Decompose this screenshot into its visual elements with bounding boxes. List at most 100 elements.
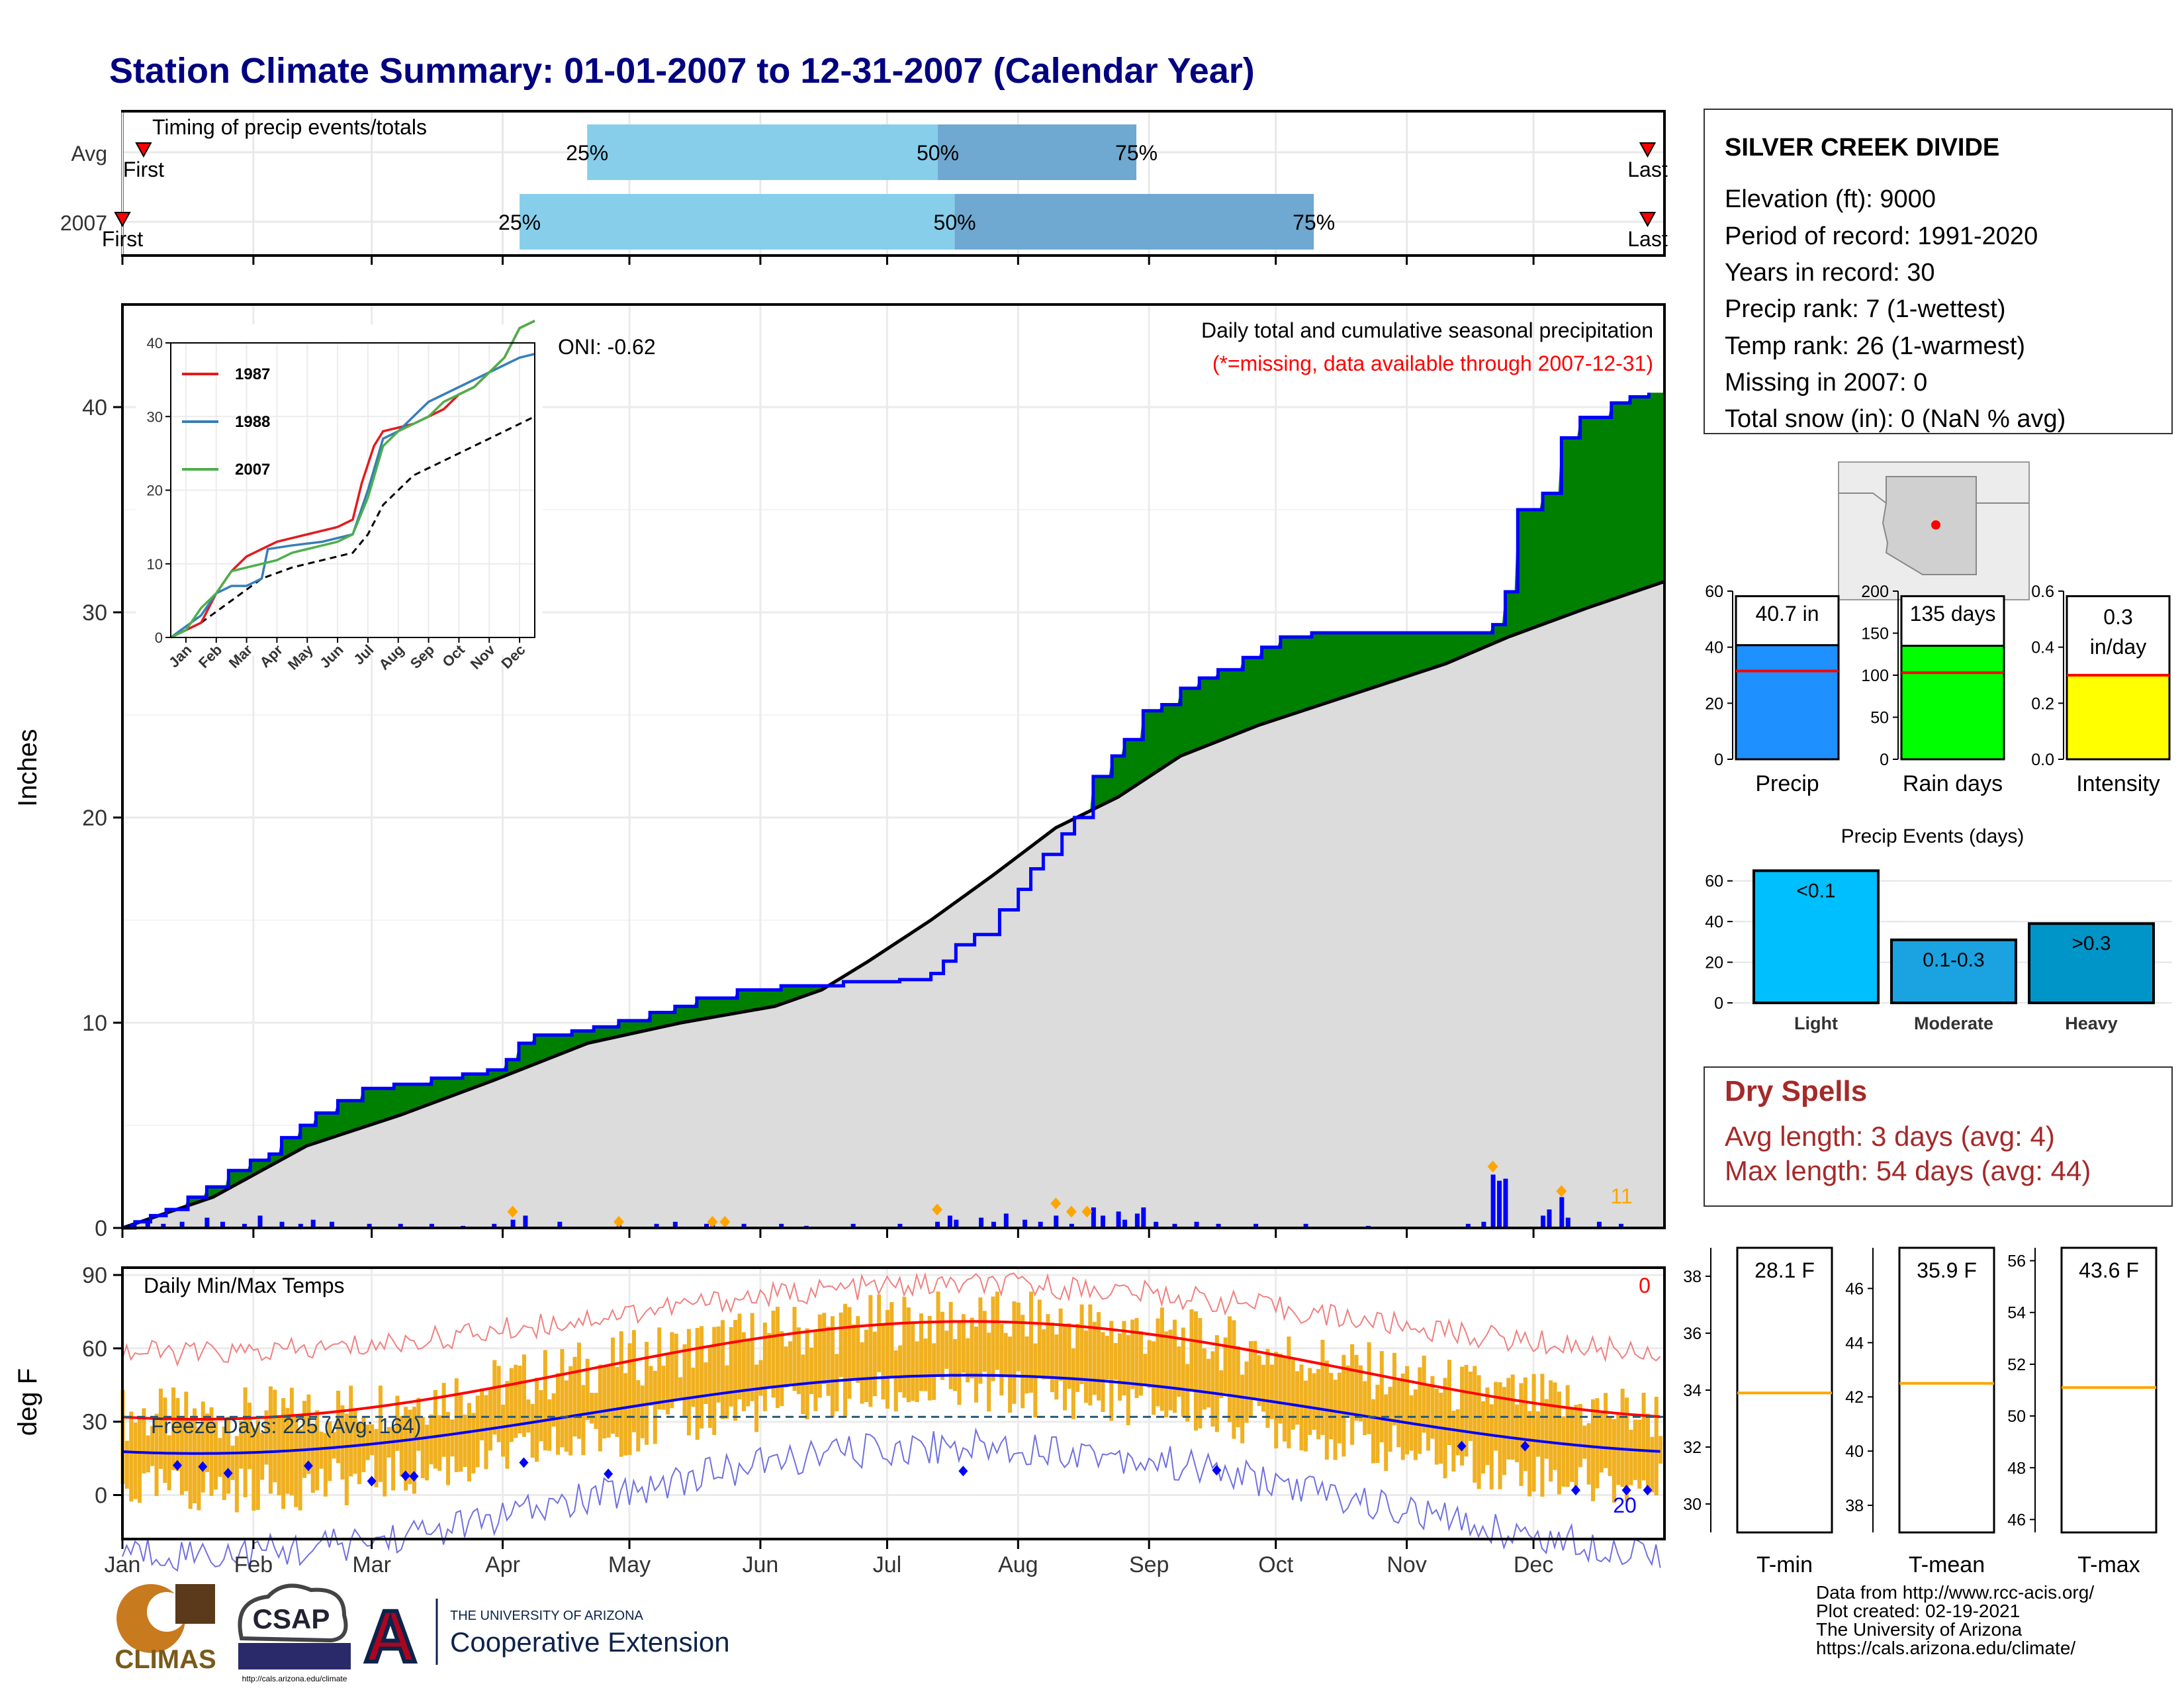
temp-box-tick-label: 38 <box>1845 1497 1864 1515</box>
temperature-count-top: 0 <box>1639 1274 1651 1297</box>
ua-logo-small-text: THE UNIVERSITY OF ARIZONA <box>450 1609 644 1623</box>
state-outline <box>1882 476 1977 575</box>
daily-temp-range-bar <box>1198 1317 1203 1429</box>
daily-temp-range-bar <box>420 1417 425 1479</box>
daily-temp-range-bar <box>1164 1331 1169 1418</box>
dry-spells-title: Dry Spells <box>1725 1075 1867 1107</box>
daily-temp-range-bar <box>1113 1342 1118 1380</box>
daily-temp-range-bar <box>1168 1329 1173 1411</box>
heavy-event-marker <box>507 1205 518 1218</box>
month-label-jun: Jun <box>743 1552 779 1577</box>
daily-temp-range-bar <box>1092 1321 1097 1395</box>
daily-temp-range-bar <box>1079 1304 1084 1384</box>
daily-temp-range-bar <box>851 1324 856 1379</box>
daily-temp-range-bar <box>340 1405 345 1480</box>
daily-temp-range-bar <box>932 1343 936 1400</box>
daily-precip-bar <box>330 1221 335 1228</box>
record-low-marker <box>409 1471 419 1482</box>
daily-temp-range-bar <box>877 1294 882 1372</box>
temp-box-tick-label: 32 <box>1683 1438 1702 1457</box>
daily-temp-range-bar <box>450 1419 455 1457</box>
daily-temp-range-bar <box>809 1347 814 1394</box>
daily-precip-bar <box>991 1221 996 1228</box>
daily-temp-range-bar <box>1510 1374 1515 1460</box>
daily-temp-range-bar <box>1384 1394 1388 1472</box>
daily-temp-range-bar <box>623 1373 628 1456</box>
csap-logo-url: http://cals.arizona.edu/climate <box>242 1674 347 1683</box>
events-category-label: Light <box>1794 1013 1838 1033</box>
daily-temp-range-bar <box>441 1383 446 1457</box>
daily-temp-range-bar <box>454 1378 459 1472</box>
daily-precip-bar <box>510 1219 516 1228</box>
daily-temp-range-bar <box>408 1409 412 1485</box>
daily-temp-range-bar <box>1400 1374 1405 1460</box>
daily-precip-bar <box>1172 1223 1177 1228</box>
temp-box-t-max: 46 48 50 52 54 56 43.6 F T-max <box>2007 1246 2158 1577</box>
daily-temp-range-bar <box>915 1341 919 1403</box>
temperature-count-bottom: 20 <box>1613 1493 1637 1517</box>
daily-temp-range-bar <box>1485 1387 1490 1466</box>
daily-temp-range-bar <box>1574 1405 1578 1492</box>
daily-temp-range-bar <box>226 1417 231 1494</box>
daily-temp-range-bar <box>645 1342 649 1445</box>
record-low-marker <box>1621 1485 1631 1496</box>
temp-box-tick-label: 42 <box>1845 1388 1864 1407</box>
temp-box-tick-label: 56 <box>2007 1252 2026 1271</box>
daily-temp-range-bar <box>1185 1364 1190 1422</box>
daily-temp-range-bar <box>1561 1416 1566 1487</box>
daily-temp-range-bar <box>1016 1302 1021 1372</box>
station-line-2: Period of record: 1991-2020 <box>1725 222 2038 250</box>
timing-bar-q25-q50 <box>587 124 938 180</box>
station-line-1: Elevation (ft): 9000 <box>1725 185 1936 213</box>
daily-temp-range-bar <box>974 1327 978 1403</box>
temp-box-frame <box>2060 1246 2158 1534</box>
first-event-marker-icon <box>135 142 152 158</box>
daily-temp-range-bar <box>1214 1335 1219 1432</box>
events-bar-heavy <box>2028 922 2155 1004</box>
timing-panel: 25% 50% 75% First Last 25% 50% 75% First Last Tim… <box>60 110 1668 265</box>
daily-temp-range-bar <box>1565 1385 1570 1487</box>
daily-temp-range-bar <box>1371 1399 1376 1464</box>
timing-quartile-label: 50% <box>917 141 959 165</box>
daily-temp-range-bar <box>205 1413 210 1472</box>
daily-temp-range-bar <box>1316 1369 1321 1440</box>
daily-temp-range-bar <box>230 1445 235 1480</box>
daily-temp-range-bar <box>222 1426 226 1501</box>
daily-temp-range-bar <box>860 1342 864 1404</box>
daily-temp-range-bar <box>471 1413 476 1474</box>
mini-bar-value-text: 135 days <box>1910 602 1996 626</box>
dry-spells-avg: Avg length: 3 days (avg: 4) <box>1725 1121 2055 1152</box>
daily-temp-range-bar <box>1278 1354 1283 1424</box>
daily-temp-range-bar <box>480 1388 484 1440</box>
daily-temp-range-bar <box>953 1338 958 1391</box>
daily-precip-bar <box>1023 1219 1028 1228</box>
events-bar-moderate <box>1890 938 2017 1005</box>
daily-temp-range-bar <box>729 1327 733 1407</box>
timing-bar-q50-q75 <box>938 124 1137 180</box>
daily-temp-range-bar <box>1333 1380 1338 1460</box>
daily-temp-range-bar <box>606 1364 611 1438</box>
mini-bar-tick-label: 20 <box>1705 694 1723 713</box>
daily-precip-bar <box>954 1219 959 1228</box>
daily-precip-bar <box>523 1215 528 1228</box>
daily-temp-range-bar <box>686 1329 691 1436</box>
daily-temp-range-bar <box>264 1410 269 1465</box>
daily-temp-range-bar <box>987 1333 991 1412</box>
daily-temp-range-bar <box>349 1385 353 1477</box>
mini-bar-tick-label: 0.0 <box>2031 751 2054 769</box>
daily-temp-range-bar <box>556 1373 561 1455</box>
daily-temp-range-bar <box>1130 1319 1135 1389</box>
daily-temp-range-bar <box>496 1366 501 1442</box>
temp-y-tick-label: 0 <box>95 1483 107 1509</box>
daily-temp-range-bar <box>1033 1343 1038 1418</box>
daily-temp-range-bar <box>1544 1399 1549 1459</box>
daily-temp-range-bar <box>1595 1398 1600 1489</box>
daily-temp-range-bar <box>294 1415 298 1507</box>
daily-precip-bar <box>1565 1217 1570 1228</box>
first-event-label: First <box>123 158 164 181</box>
daily-temp-range-bar <box>1181 1327 1185 1417</box>
climas-logo-block <box>175 1584 215 1624</box>
daily-temp-range-bar <box>201 1401 205 1493</box>
daily-temp-range-bar <box>957 1321 962 1405</box>
daily-temp-range-bar <box>551 1393 556 1427</box>
